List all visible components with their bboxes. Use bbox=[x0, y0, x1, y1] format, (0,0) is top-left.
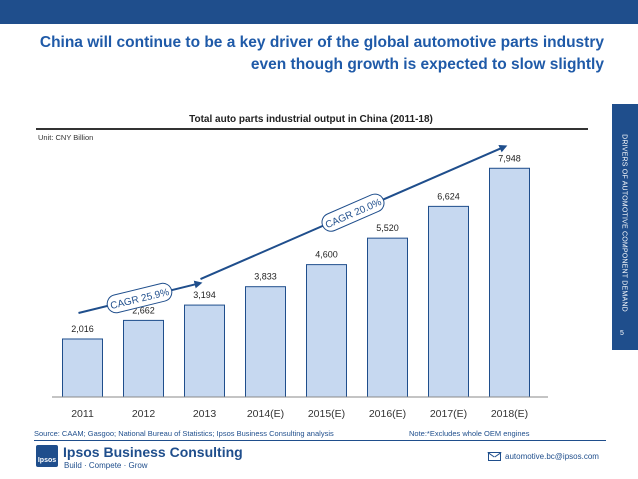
cagr-badge-box bbox=[106, 282, 173, 314]
bar bbox=[489, 167, 530, 398]
x-tick-label: 2014(E) bbox=[247, 408, 284, 420]
bar-value-label: 3,833 bbox=[254, 272, 277, 282]
x-tick-label: 2017(E) bbox=[430, 408, 467, 420]
page-number: 5 bbox=[620, 330, 624, 337]
side-tab bbox=[612, 104, 638, 350]
x-tick-label: 2016(E) bbox=[369, 408, 406, 420]
bar-value-label: 6,624 bbox=[437, 191, 460, 201]
page-title-line1: China will continue to be a key driver o… bbox=[39, 34, 604, 51]
bar-value-label: 2,016 bbox=[71, 324, 94, 334]
bar bbox=[184, 304, 225, 398]
bar bbox=[306, 264, 347, 398]
bar-value-label: 7,948 bbox=[498, 153, 521, 163]
chart-title-rule bbox=[36, 128, 588, 130]
chart-title: Total auto parts industrial output in Ch… bbox=[189, 114, 433, 125]
contact-email[interactable]: automotive.bc@ipsos.com bbox=[505, 452, 599, 461]
cagr-badge-box bbox=[321, 193, 385, 232]
bar bbox=[367, 237, 408, 398]
bar bbox=[245, 286, 286, 398]
page-title-line2: even though growth is expected to slow s… bbox=[250, 56, 604, 73]
chart-unit-label: Unit: CNY Billion bbox=[38, 133, 94, 142]
bar bbox=[123, 319, 164, 398]
brand-name: Ipsos Business Consulting bbox=[63, 444, 243, 460]
logo-text: Ipsos bbox=[37, 457, 57, 464]
brand-tagline: Build · Compete · Grow bbox=[64, 461, 148, 470]
footer-rule bbox=[34, 440, 606, 441]
bar bbox=[428, 205, 469, 398]
x-tick-label: 2012 bbox=[132, 408, 156, 420]
bar-value-label: 4,600 bbox=[315, 250, 338, 260]
top-bar bbox=[0, 0, 638, 24]
x-tick-label: 2015(E) bbox=[308, 408, 345, 420]
mail-icon bbox=[488, 452, 501, 461]
bar-value-label: 2,662 bbox=[132, 305, 155, 315]
source-note: Source: CAAM; Gasgoo; National Bureau of… bbox=[34, 429, 334, 438]
x-tick-label: 2011 bbox=[71, 408, 94, 420]
x-tick-label: 2018(E) bbox=[491, 408, 528, 420]
x-tick-label: 2013 bbox=[193, 408, 217, 420]
bar-value-label: 5,520 bbox=[376, 223, 399, 233]
bar bbox=[62, 338, 103, 398]
ipsos-logo: Ipsos bbox=[36, 445, 58, 467]
page-title: China will continue to be a key driver o… bbox=[24, 32, 604, 76]
footnote: Note:*Excludes whole OEM engines bbox=[409, 429, 530, 438]
bar-value-label: 3,194 bbox=[193, 290, 216, 300]
